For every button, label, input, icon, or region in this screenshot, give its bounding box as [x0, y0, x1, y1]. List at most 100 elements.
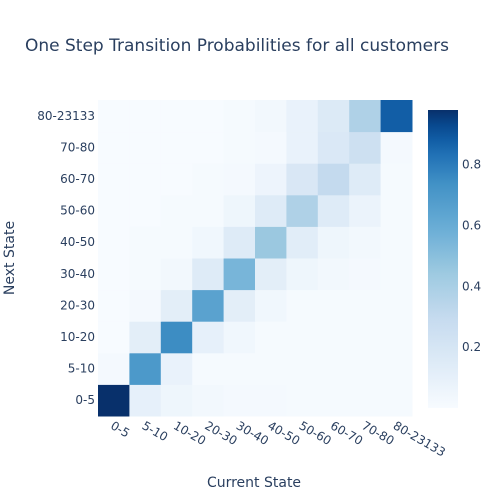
heatmap-cell [380, 226, 413, 259]
heatmap-cell [129, 258, 162, 291]
heatmap-cell [98, 289, 130, 322]
heatmap-cell [349, 163, 382, 196]
y-tick-label: 0-5 [75, 393, 95, 407]
heatmap-cell [192, 131, 225, 164]
heatmap-cell [255, 226, 287, 259]
heatmap-cell [349, 352, 382, 385]
heatmap-cell [255, 100, 287, 133]
colorbar-tick-label: 0.4 [462, 279, 481, 293]
colorbar-tick-label: 0.8 [462, 158, 481, 172]
heatmap-cell [317, 194, 350, 227]
heatmap-cell [317, 321, 350, 354]
heatmap-cell [349, 194, 382, 227]
heatmap-cell [255, 131, 287, 164]
heatmap-cell [380, 352, 413, 385]
heatmap-cell [129, 289, 162, 322]
heatmap-cell [255, 321, 287, 354]
heatmap-cell [223, 258, 256, 291]
x-tick-label: 0-5 [108, 418, 132, 440]
colorbar [428, 110, 458, 408]
heatmap-cell [380, 384, 413, 417]
heatmap-cell [286, 289, 319, 322]
heatmap-cell [223, 289, 256, 322]
heatmap-cell [129, 131, 162, 164]
heatmap-cell [192, 100, 225, 133]
heatmap-cell [380, 258, 413, 291]
heatmap-cell [129, 321, 162, 354]
heatmap-cell [98, 131, 130, 164]
heatmap-cell [349, 321, 382, 354]
heatmap-cell [160, 352, 193, 385]
heatmap-cell [98, 163, 130, 196]
heatmap-cell [223, 194, 256, 227]
heatmap-cell [286, 131, 319, 164]
heatmap-cell [98, 352, 130, 385]
heatmap-cell [317, 131, 350, 164]
heatmap-cell [160, 131, 193, 164]
heatmap-cell [317, 384, 350, 417]
heatmap-cell [160, 321, 193, 354]
x-tick-label: 70-80 [359, 418, 396, 448]
heatmap-cell [223, 352, 256, 385]
heatmap-cell [160, 226, 193, 259]
heatmap-cell [192, 163, 225, 196]
heatmap-cell [98, 384, 130, 417]
heatmap-cell [223, 384, 256, 417]
heatmap-cell [160, 384, 193, 417]
heatmap-cell [223, 163, 256, 196]
heatmap-cell [380, 100, 413, 133]
heatmap-cell [380, 289, 413, 322]
heatmap-cell [286, 163, 319, 196]
y-tick-label: 40-50 [60, 235, 95, 249]
colorbar-tick-label: 0.6 [462, 219, 481, 233]
heatmap-cell [255, 194, 287, 227]
heatmap-cell [317, 100, 350, 133]
y-tick-label: 80-23133 [37, 109, 95, 123]
heatmap-cell [286, 194, 319, 227]
y-tick-label: 70-80 [60, 140, 95, 154]
y-axis-title: Next State [2, 221, 18, 295]
y-tick-label: 10-20 [60, 330, 95, 344]
y-axis-ticks: 0-5 5-10 10-20 20-30 30-40 40-50 50-60 60-70 70-… [37, 109, 95, 407]
y-tick-label: 60-70 [60, 172, 95, 186]
heatmap-cell [160, 194, 193, 227]
colorbar-ticks: 0.2 0.4 0.6 0.8 [462, 158, 481, 354]
heatmap-cell [223, 226, 256, 259]
heatmap-cell [223, 321, 256, 354]
x-tick-label: 30-40 [234, 418, 271, 448]
heatmap-cell [255, 258, 287, 291]
x-tick-label: 40-50 [265, 418, 302, 448]
heatmap-cell [192, 352, 225, 385]
chart-title: One Step Transition Probabilities for al… [25, 36, 449, 56]
heatmap-cell [129, 352, 162, 385]
heatmap-cell [349, 226, 382, 259]
y-tick-label: 5-10 [68, 362, 95, 376]
heatmap-cell [255, 384, 287, 417]
heatmap-cell [192, 194, 225, 227]
x-tick-label: 60-70 [328, 418, 365, 448]
y-tick-label: 20-30 [60, 298, 95, 312]
heatmap-cell [349, 289, 382, 322]
heatmap-cell [192, 258, 225, 291]
heatmap-cell [223, 131, 256, 164]
heatmap-cell [98, 258, 130, 291]
heatmap-cell [129, 226, 162, 259]
heatmap-cell [317, 289, 350, 322]
heatmap-cell [192, 289, 225, 322]
heatmap-cell [98, 100, 130, 133]
heatmap-cell [286, 226, 319, 259]
heatmap-cell [286, 352, 319, 385]
heatmap-cell [349, 100, 382, 133]
heatmap-cell [317, 163, 350, 196]
heatmap-cell [380, 321, 413, 354]
y-tick-label: 50-60 [60, 204, 95, 218]
heatmap-cell [380, 131, 413, 164]
heatmap-cell [380, 163, 413, 196]
heatmap-cell [317, 352, 350, 385]
heatmap-cell [98, 226, 130, 259]
x-tick-label: 10-20 [171, 418, 208, 448]
heatmap-cell [129, 384, 162, 417]
heatmap-cell [160, 289, 193, 322]
heatmap-cell [286, 258, 319, 291]
